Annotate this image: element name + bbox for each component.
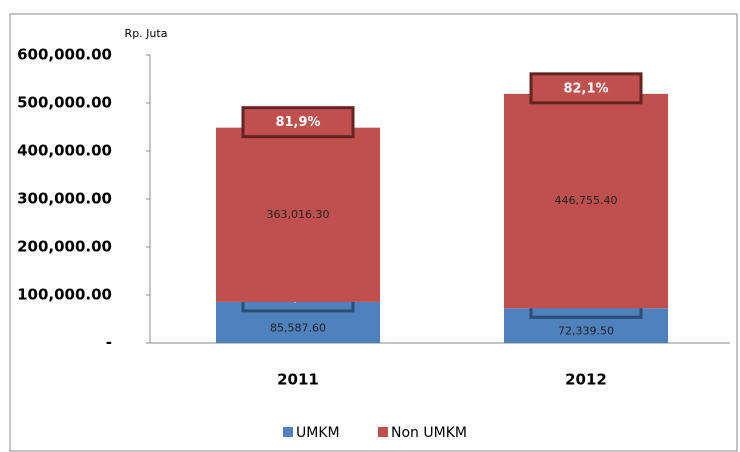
value-label: 85,587.60 [270, 321, 326, 334]
share-box [241, 106, 355, 139]
x-tick-label: 2011 [277, 371, 319, 389]
y-tick-label: - [106, 334, 112, 352]
y-tick-label: 300,000.00 [17, 190, 112, 208]
legend-swatch [283, 427, 293, 437]
legend-swatch [378, 427, 388, 437]
share-label: 81,9% [275, 115, 320, 130]
y-tick-label: 100,000.00 [17, 286, 112, 304]
y-tick-label: 200,000.00 [17, 238, 112, 256]
legend-label: UMKM [296, 425, 340, 441]
bar-segment [504, 93, 668, 309]
y-tick-label: 600,000.00 [17, 46, 112, 64]
x-tick-label: 2012 [565, 371, 607, 389]
legend-label: Non UMKM [391, 425, 467, 441]
value-label: 363,016.30 [267, 208, 330, 221]
bar-segment [216, 127, 380, 302]
y-tick-label: 400,000.00 [17, 142, 112, 160]
value-label: 446,755.40 [555, 194, 618, 207]
share-box [529, 72, 643, 105]
share-label: 82,1% [563, 81, 608, 96]
value-label: 72,339.50 [558, 325, 614, 338]
y-tick-label: 500,000.00 [17, 94, 112, 112]
y-axis-unit: Rp. Juta [125, 27, 168, 40]
